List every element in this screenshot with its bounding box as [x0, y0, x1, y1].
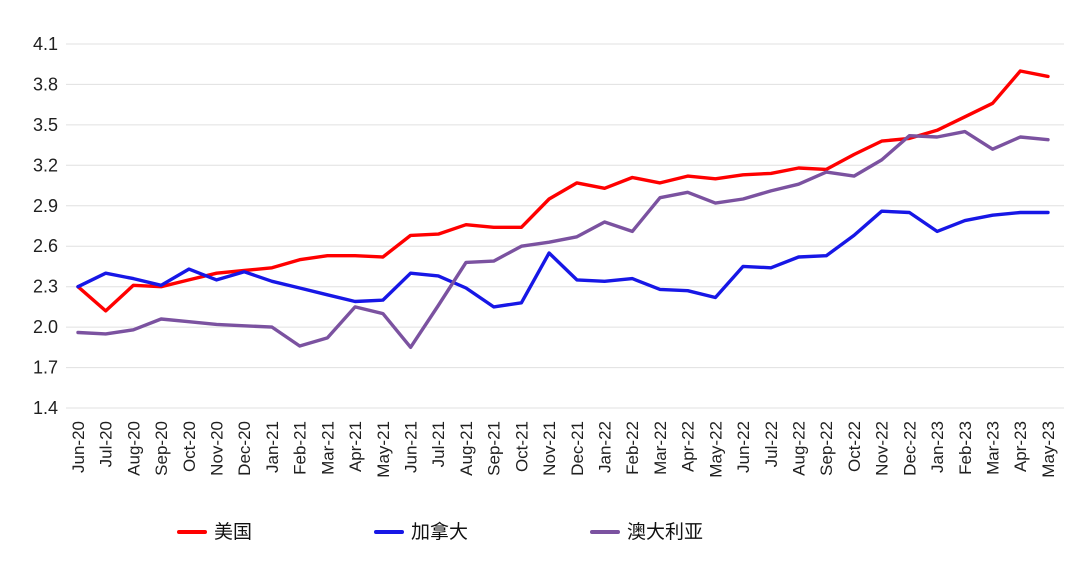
- x-axis-tick-label: Feb-22: [623, 421, 642, 475]
- x-axis-tick-label: Jun-22: [734, 421, 753, 473]
- x-axis-tick-label: Aug-22: [790, 421, 809, 476]
- y-axis-tick-label: 3.8: [33, 74, 58, 94]
- legend-label-canada: 加拿大: [410, 521, 468, 543]
- x-axis-tick-label: Mar-21: [318, 421, 337, 475]
- series-line-加拿大: [76, 209, 1050, 309]
- y-axis-tick-label: 3.2: [33, 155, 58, 175]
- legend-line-swatch-usa: [176, 530, 207, 534]
- y-axis-tick-label: 2.0: [33, 317, 58, 337]
- x-axis-tick-label: Aug-21: [457, 421, 476, 476]
- x-axis-tick-label: Sep-21: [485, 421, 504, 476]
- x-axis-tick-label: Mar-23: [984, 421, 1003, 475]
- x-axis-tick-label: Jun-21: [402, 421, 421, 473]
- y-axis-tick-label: 4.1: [33, 34, 58, 54]
- x-axis-tick-label: Dec-21: [568, 421, 587, 476]
- x-axis-tick-label: Apr-23: [1011, 421, 1030, 472]
- x-axis-tick-label: Jan-22: [596, 421, 615, 473]
- y-axis-tick-label: 3.5: [33, 115, 58, 135]
- legend-item-usa: 美国: [176, 521, 252, 543]
- y-axis-tick-label: 2.9: [33, 196, 58, 216]
- x-axis-tick-label: Nov-20: [208, 421, 227, 476]
- legend-item-canada: 加拿大: [373, 521, 468, 543]
- x-axis-tick-label: Feb-21: [291, 421, 310, 475]
- x-axis-tick-label: May-21: [374, 421, 393, 478]
- legend-label-usa: 美国: [213, 521, 252, 543]
- x-axis-tick-label: Aug-20: [124, 421, 143, 476]
- x-axis-tick-label: May-23: [1039, 421, 1058, 478]
- x-axis-tick-label: Nov-22: [873, 421, 892, 476]
- y-axis-tick-label: 2.3: [33, 277, 58, 297]
- legend-line-swatch-australia: [590, 530, 620, 534]
- series-line-澳大利亚: [76, 129, 1050, 349]
- x-axis-tick-label: Feb-23: [956, 421, 975, 475]
- x-axis-tick-label: Oct-21: [512, 421, 531, 472]
- x-axis-tick-label: Sep-20: [152, 421, 171, 476]
- x-axis-tick-label: Apr-21: [346, 421, 365, 472]
- x-axis-tick-label: Dec-20: [235, 421, 254, 476]
- y-axis-tick-label: 1.4: [33, 398, 58, 418]
- legend-item-australia: 澳大利亚: [590, 523, 703, 542]
- x-axis-tick-label: Jun-20: [69, 421, 88, 473]
- x-axis-tick-label: Oct-22: [845, 421, 864, 472]
- x-axis-tick-label: Jul-20: [97, 421, 116, 467]
- x-axis-tick-label: Sep-22: [817, 421, 836, 476]
- chart-legend: 美国 加拿大 澳大利亚: [0, 512, 980, 552]
- x-axis-tick-label: Jul-21: [429, 421, 448, 467]
- x-axis-tick-label: Dec-22: [900, 421, 919, 476]
- x-axis-tick-label: Nov-21: [540, 421, 559, 476]
- x-axis-tick-label: Apr-22: [679, 421, 698, 472]
- x-axis-tick-label: Jan-21: [263, 421, 282, 473]
- legend-label-australia: 澳大利亚: [627, 521, 704, 543]
- x-axis-tick-label: Jan-23: [928, 421, 947, 473]
- x-axis-tick-label: Jul-22: [762, 421, 781, 467]
- y-axis-tick-label: 2.6: [33, 236, 58, 256]
- y-axis-tick-label: 1.7: [33, 358, 58, 378]
- series-line-美国: [76, 69, 1050, 313]
- chart-canvas: 4.1 3.8 3.5 3.2 2.9 2.6 2.3 2.0 1.7 1.4 Jun-20 Jul-…: [33, 34, 1064, 478]
- x-axis-tick-label: May-22: [706, 421, 725, 478]
- legend-line-swatch-canada: [373, 530, 404, 534]
- x-axis-tick-label: Mar-22: [651, 421, 670, 475]
- x-axis-tick-label: Oct-20: [180, 421, 199, 472]
